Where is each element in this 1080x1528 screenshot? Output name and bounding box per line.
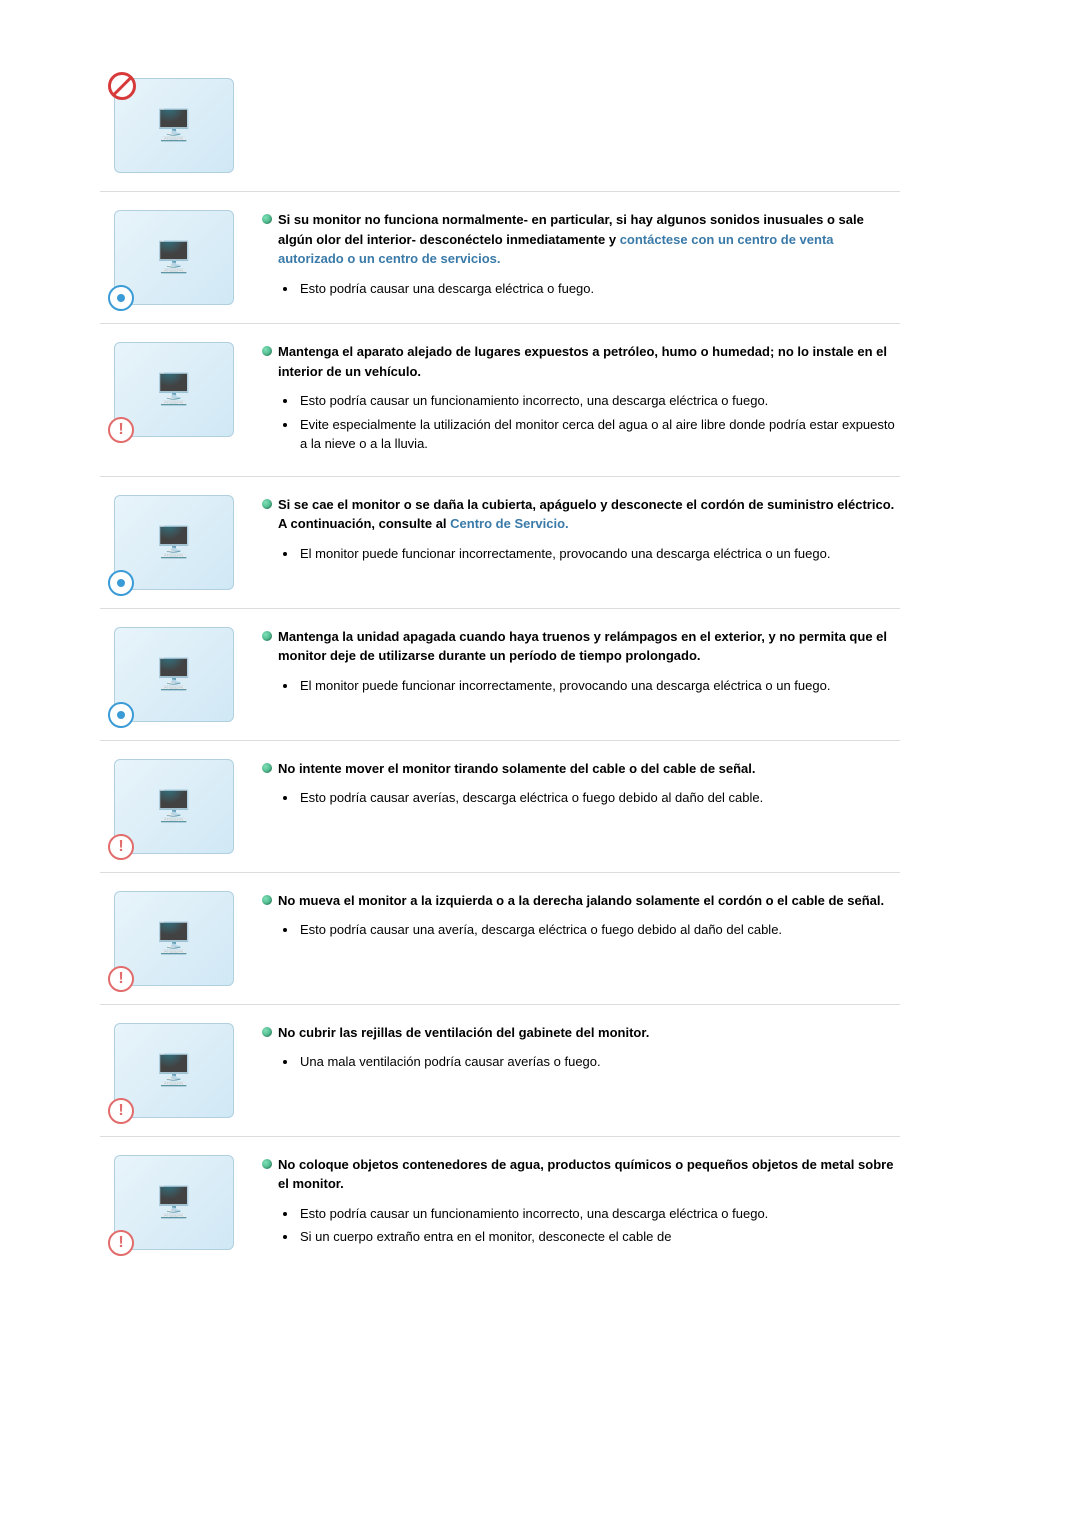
detail-item: Esto podría causar averías, descarga elé… [298,788,900,808]
warning-icon [108,966,134,992]
heading-text: Si se cae el monitor o se daña la cubier… [278,497,894,532]
safety-section: 🖥️ Si su monitor no funciona normalmente… [100,192,900,324]
detail-item: Evite especialmente la utilización del m… [298,415,900,454]
section-heading: No coloque objetos contenedores de agua,… [262,1155,900,1194]
bullet-icon [262,763,272,773]
safety-section: 🖥️ Si se cae el monitor o se daña la cub… [100,477,900,609]
heading-text: Mantenga la unidad apagada cuando haya t… [278,627,900,666]
detail-item: Esto podría causar una descarga eléctric… [298,279,900,299]
heading-text: No mueva el monitor a la izquierda o a l… [278,891,884,911]
detail-item: Esto podría causar una avería, descarga … [298,920,900,940]
bullet-icon [262,1027,272,1037]
section-content: No coloque objetos contenedores de agua,… [262,1155,900,1251]
safety-section: 🖥️ Mantenga la unidad apagada cuando hay… [100,609,900,741]
heading-text: No intente mover el monitor tirando sola… [278,759,756,779]
detail-item: Esto podría causar un funcionamiento inc… [298,1204,900,1224]
section-heading: No mueva el monitor a la izquierda o a l… [262,891,900,911]
detail-item: Una mala ventilación podría causar averí… [298,1052,900,1072]
illustration-pull-cable: 🖥️ [114,759,234,854]
detail-list: Esto podría causar un funcionamiento inc… [280,391,900,454]
detail-item: Si un cuerpo extraño entra en el monitor… [298,1227,900,1247]
heading-text: No coloque objetos contenedores de agua,… [278,1155,900,1194]
illustration-lightning: 🖥️ [114,627,234,722]
info-icon [108,570,134,596]
section-content: Mantenga el aparato alejado de lugares e… [262,342,900,458]
detail-list: El monitor puede funcionar incorrectamen… [280,676,900,696]
safety-section: 🖥️ No cubrir las rejillas de ventilación… [100,1005,900,1137]
heading-text: No cubrir las rejillas de ventilación de… [278,1023,649,1043]
section-heading: Si su monitor no funciona normalmente- e… [262,210,900,269]
detail-item: El monitor puede funcionar incorrectamen… [298,676,900,696]
section-heading: No intente mover el monitor tirando sola… [262,759,900,779]
bullet-icon [262,1159,272,1169]
detail-list: Esto podría causar averías, descarga elé… [280,788,900,808]
bullet-icon [262,895,272,905]
heading-text: Mantenga el aparato alejado de lugares e… [278,342,900,381]
warning-icon [108,417,134,443]
bullet-icon [262,346,272,356]
info-icon [108,285,134,311]
safety-section: 🖥️ [100,60,900,192]
section-heading: Mantenga la unidad apagada cuando haya t… [262,627,900,666]
section-content: Si se cae el monitor o se daña la cubier… [262,495,900,568]
section-content: No cubrir las rejillas de ventilación de… [262,1023,900,1076]
warning-icon [108,834,134,860]
illustration-humidity: 🖥️ [114,342,234,437]
prohibit-icon [108,72,136,100]
section-heading: No cubrir las rejillas de ventilación de… [262,1023,900,1043]
detail-list: Una mala ventilación podría causar averí… [280,1052,900,1072]
detail-list: Esto podría causar una descarga eléctric… [280,279,900,299]
detail-item: Esto podría causar un funcionamiento inc… [298,391,900,411]
section-content: Si su monitor no funciona normalmente- e… [262,210,900,302]
bullet-icon [262,214,272,224]
illustration-drop: 🖥️ [114,495,234,590]
safety-instructions-page: 🖥️ 🖥️ Si su monitor no funciona normalme… [100,60,900,1269]
illustration-swing-cable: 🖥️ [114,891,234,986]
section-heading: Si se cae el monitor o se daña la cubier… [262,495,900,534]
illustration-water-objects: 🖥️ [114,1155,234,1250]
section-heading: Mantenga el aparato alejado de lugares e… [262,342,900,381]
illustration-disassemble: 🖥️ [114,78,234,173]
detail-item: El monitor puede funcionar incorrectamen… [298,544,900,564]
illustration-ventilation: 🖥️ [114,1023,234,1118]
safety-section: 🖥️ No mueva el monitor a la izquierda o … [100,873,900,1005]
illustration-malfunction: 🖥️ [114,210,234,305]
service-link[interactable]: Centro de Servicio. [450,516,568,531]
bullet-icon [262,499,272,509]
section-content: Mantenga la unidad apagada cuando haya t… [262,627,900,700]
detail-list: Esto podría causar un funcionamiento inc… [280,1204,900,1247]
safety-section: 🖥️ Mantenga el aparato alejado de lugare… [100,324,900,477]
warning-icon [108,1230,134,1256]
safety-section: 🖥️ No intente mover el monitor tirando s… [100,741,900,873]
section-content: No intente mover el monitor tirando sola… [262,759,900,812]
detail-list: Esto podría causar una avería, descarga … [280,920,900,940]
safety-section: 🖥️ No coloque objetos contenedores de ag… [100,1137,900,1269]
section-content: No mueva el monitor a la izquierda o a l… [262,891,900,944]
warning-icon [108,1098,134,1124]
info-icon [108,702,134,728]
detail-list: El monitor puede funcionar incorrectamen… [280,544,900,564]
bullet-icon [262,631,272,641]
